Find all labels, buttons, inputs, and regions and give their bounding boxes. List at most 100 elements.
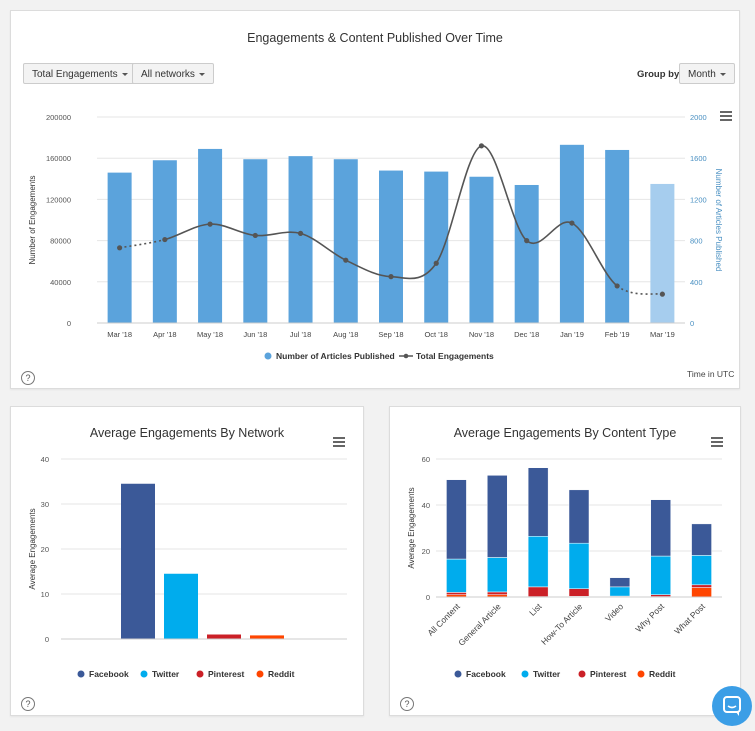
stacked-bar-segment bbox=[446, 592, 466, 594]
stacked-bar-segment bbox=[651, 500, 671, 556]
y-axis-label: Average Engagements bbox=[407, 487, 416, 568]
y-tick-label: 20 bbox=[422, 547, 430, 556]
legend-marker bbox=[579, 671, 586, 678]
chat-bubble-icon[interactable] bbox=[712, 686, 752, 726]
bar-network bbox=[164, 574, 198, 639]
engagements-point bbox=[298, 231, 303, 236]
x-tick-label: Jan '19 bbox=[560, 330, 584, 339]
legend-marker bbox=[522, 671, 529, 678]
group-by-value: Month bbox=[688, 69, 716, 80]
y-tick-label: 120000 bbox=[46, 195, 71, 204]
legend-label: Reddit bbox=[649, 669, 676, 679]
y-right-tick-label: 400 bbox=[690, 278, 703, 287]
x-tick-label: Why Post bbox=[633, 601, 666, 634]
engagements-point bbox=[162, 237, 167, 242]
x-tick-label: Sep '18 bbox=[378, 330, 403, 339]
bar-articles-published bbox=[289, 156, 313, 323]
bar-articles-published bbox=[515, 185, 539, 323]
legend-marker-engagements bbox=[404, 354, 409, 359]
y-axis-label: Average Engagements bbox=[28, 508, 37, 589]
legend-label: Pinterest bbox=[590, 669, 627, 679]
y-tick-label: 20 bbox=[41, 545, 49, 554]
x-tick-label: Dec '18 bbox=[514, 330, 539, 339]
x-tick-label: Feb '19 bbox=[605, 330, 630, 339]
group-by-dropdown[interactable]: Month bbox=[679, 63, 735, 84]
x-tick-label: Oct '18 bbox=[424, 330, 448, 339]
stacked-bar-segment bbox=[446, 480, 466, 559]
engagements-point bbox=[117, 245, 122, 250]
legend-marker bbox=[638, 671, 645, 678]
engagements-combo-chart: 0400008000012000016000020000004008001200… bbox=[11, 101, 739, 401]
stacked-bar-segment bbox=[487, 475, 507, 557]
caret-down-icon bbox=[122, 73, 128, 76]
y-right-tick-label: 1200 bbox=[690, 195, 707, 204]
engagements-point bbox=[434, 261, 439, 266]
engagements-point bbox=[207, 222, 212, 227]
bar-network bbox=[207, 635, 241, 640]
metric-dropdown[interactable]: Total Engagements bbox=[23, 63, 137, 84]
legend-label: Twitter bbox=[533, 669, 561, 679]
stacked-bar-segment bbox=[569, 490, 589, 543]
bar-network bbox=[250, 635, 284, 639]
y-right-tick-label: 800 bbox=[690, 237, 703, 246]
engagements-point bbox=[253, 233, 258, 238]
chart-title: Engagements & Content Published Over Tim… bbox=[11, 31, 739, 45]
network-dropdown[interactable]: All networks bbox=[132, 63, 214, 84]
stacked-bar-segment bbox=[487, 592, 507, 595]
question-circle-icon[interactable]: ? bbox=[21, 371, 35, 385]
legend-marker bbox=[141, 671, 148, 678]
y-right-tick-label: 1600 bbox=[690, 154, 707, 163]
y-right-tick-label: 0 bbox=[690, 319, 694, 328]
bar-articles-published bbox=[605, 150, 629, 323]
stacked-bar-segment bbox=[487, 557, 507, 592]
stacked-bar-segment bbox=[569, 589, 589, 597]
bar-articles-published bbox=[650, 184, 674, 323]
y-tick-label: 200000 bbox=[46, 113, 71, 122]
stacked-bar-segment bbox=[569, 543, 589, 589]
x-tick-label: How-To Article bbox=[539, 601, 585, 647]
x-tick-label: General Article bbox=[456, 601, 503, 648]
engagements-point bbox=[660, 292, 665, 297]
x-tick-label: Jun '18 bbox=[243, 330, 267, 339]
x-tick-label: May '18 bbox=[197, 330, 223, 339]
legend-label: Facebook bbox=[89, 669, 129, 679]
y-tick-label: 80000 bbox=[50, 237, 71, 246]
group-by-label: Group by bbox=[637, 69, 679, 80]
x-tick-label: Jul '18 bbox=[290, 330, 311, 339]
bar-articles-published bbox=[424, 172, 448, 323]
bar-articles-published bbox=[198, 149, 222, 323]
legend-marker bbox=[197, 671, 204, 678]
legend-marker bbox=[455, 671, 462, 678]
legend-label: Pinterest bbox=[208, 669, 245, 679]
x-tick-label: Mar '18 bbox=[107, 330, 132, 339]
bar-articles-published bbox=[243, 159, 267, 323]
x-tick-label: Mar '19 bbox=[650, 330, 675, 339]
y-right-tick-label: 2000 bbox=[690, 113, 707, 122]
metric-dropdown-label: Total Engagements bbox=[32, 69, 118, 80]
x-tick-label: Aug '18 bbox=[333, 330, 358, 339]
engagements-point bbox=[615, 283, 620, 288]
stacked-bar-segment bbox=[528, 536, 548, 587]
y-tick-label: 40 bbox=[422, 501, 430, 510]
stacked-bar-segment bbox=[446, 559, 466, 592]
y-axis-label: Number of Engagements bbox=[28, 176, 37, 265]
stacked-bar-segment bbox=[651, 556, 671, 595]
y-right-axis-label: Number of Articles Published bbox=[714, 169, 723, 272]
stacked-bar-segment bbox=[651, 595, 671, 597]
legend-label-articles: Number of Articles Published bbox=[276, 351, 395, 361]
legend-label: Facebook bbox=[466, 669, 506, 679]
engagements-point bbox=[343, 258, 348, 263]
x-tick-label: All Content bbox=[425, 601, 462, 638]
y-tick-label: 60 bbox=[422, 455, 430, 464]
network-dropdown-label: All networks bbox=[141, 69, 195, 80]
question-circle-icon[interactable]: ? bbox=[400, 697, 414, 711]
caret-down-icon bbox=[199, 73, 205, 76]
x-tick-label: Nov '18 bbox=[469, 330, 494, 339]
x-tick-label: What Post bbox=[672, 601, 707, 636]
x-tick-label: List bbox=[527, 601, 544, 618]
y-tick-label: 40 bbox=[41, 455, 49, 464]
caret-down-icon bbox=[720, 73, 726, 76]
question-circle-icon[interactable]: ? bbox=[21, 697, 35, 711]
